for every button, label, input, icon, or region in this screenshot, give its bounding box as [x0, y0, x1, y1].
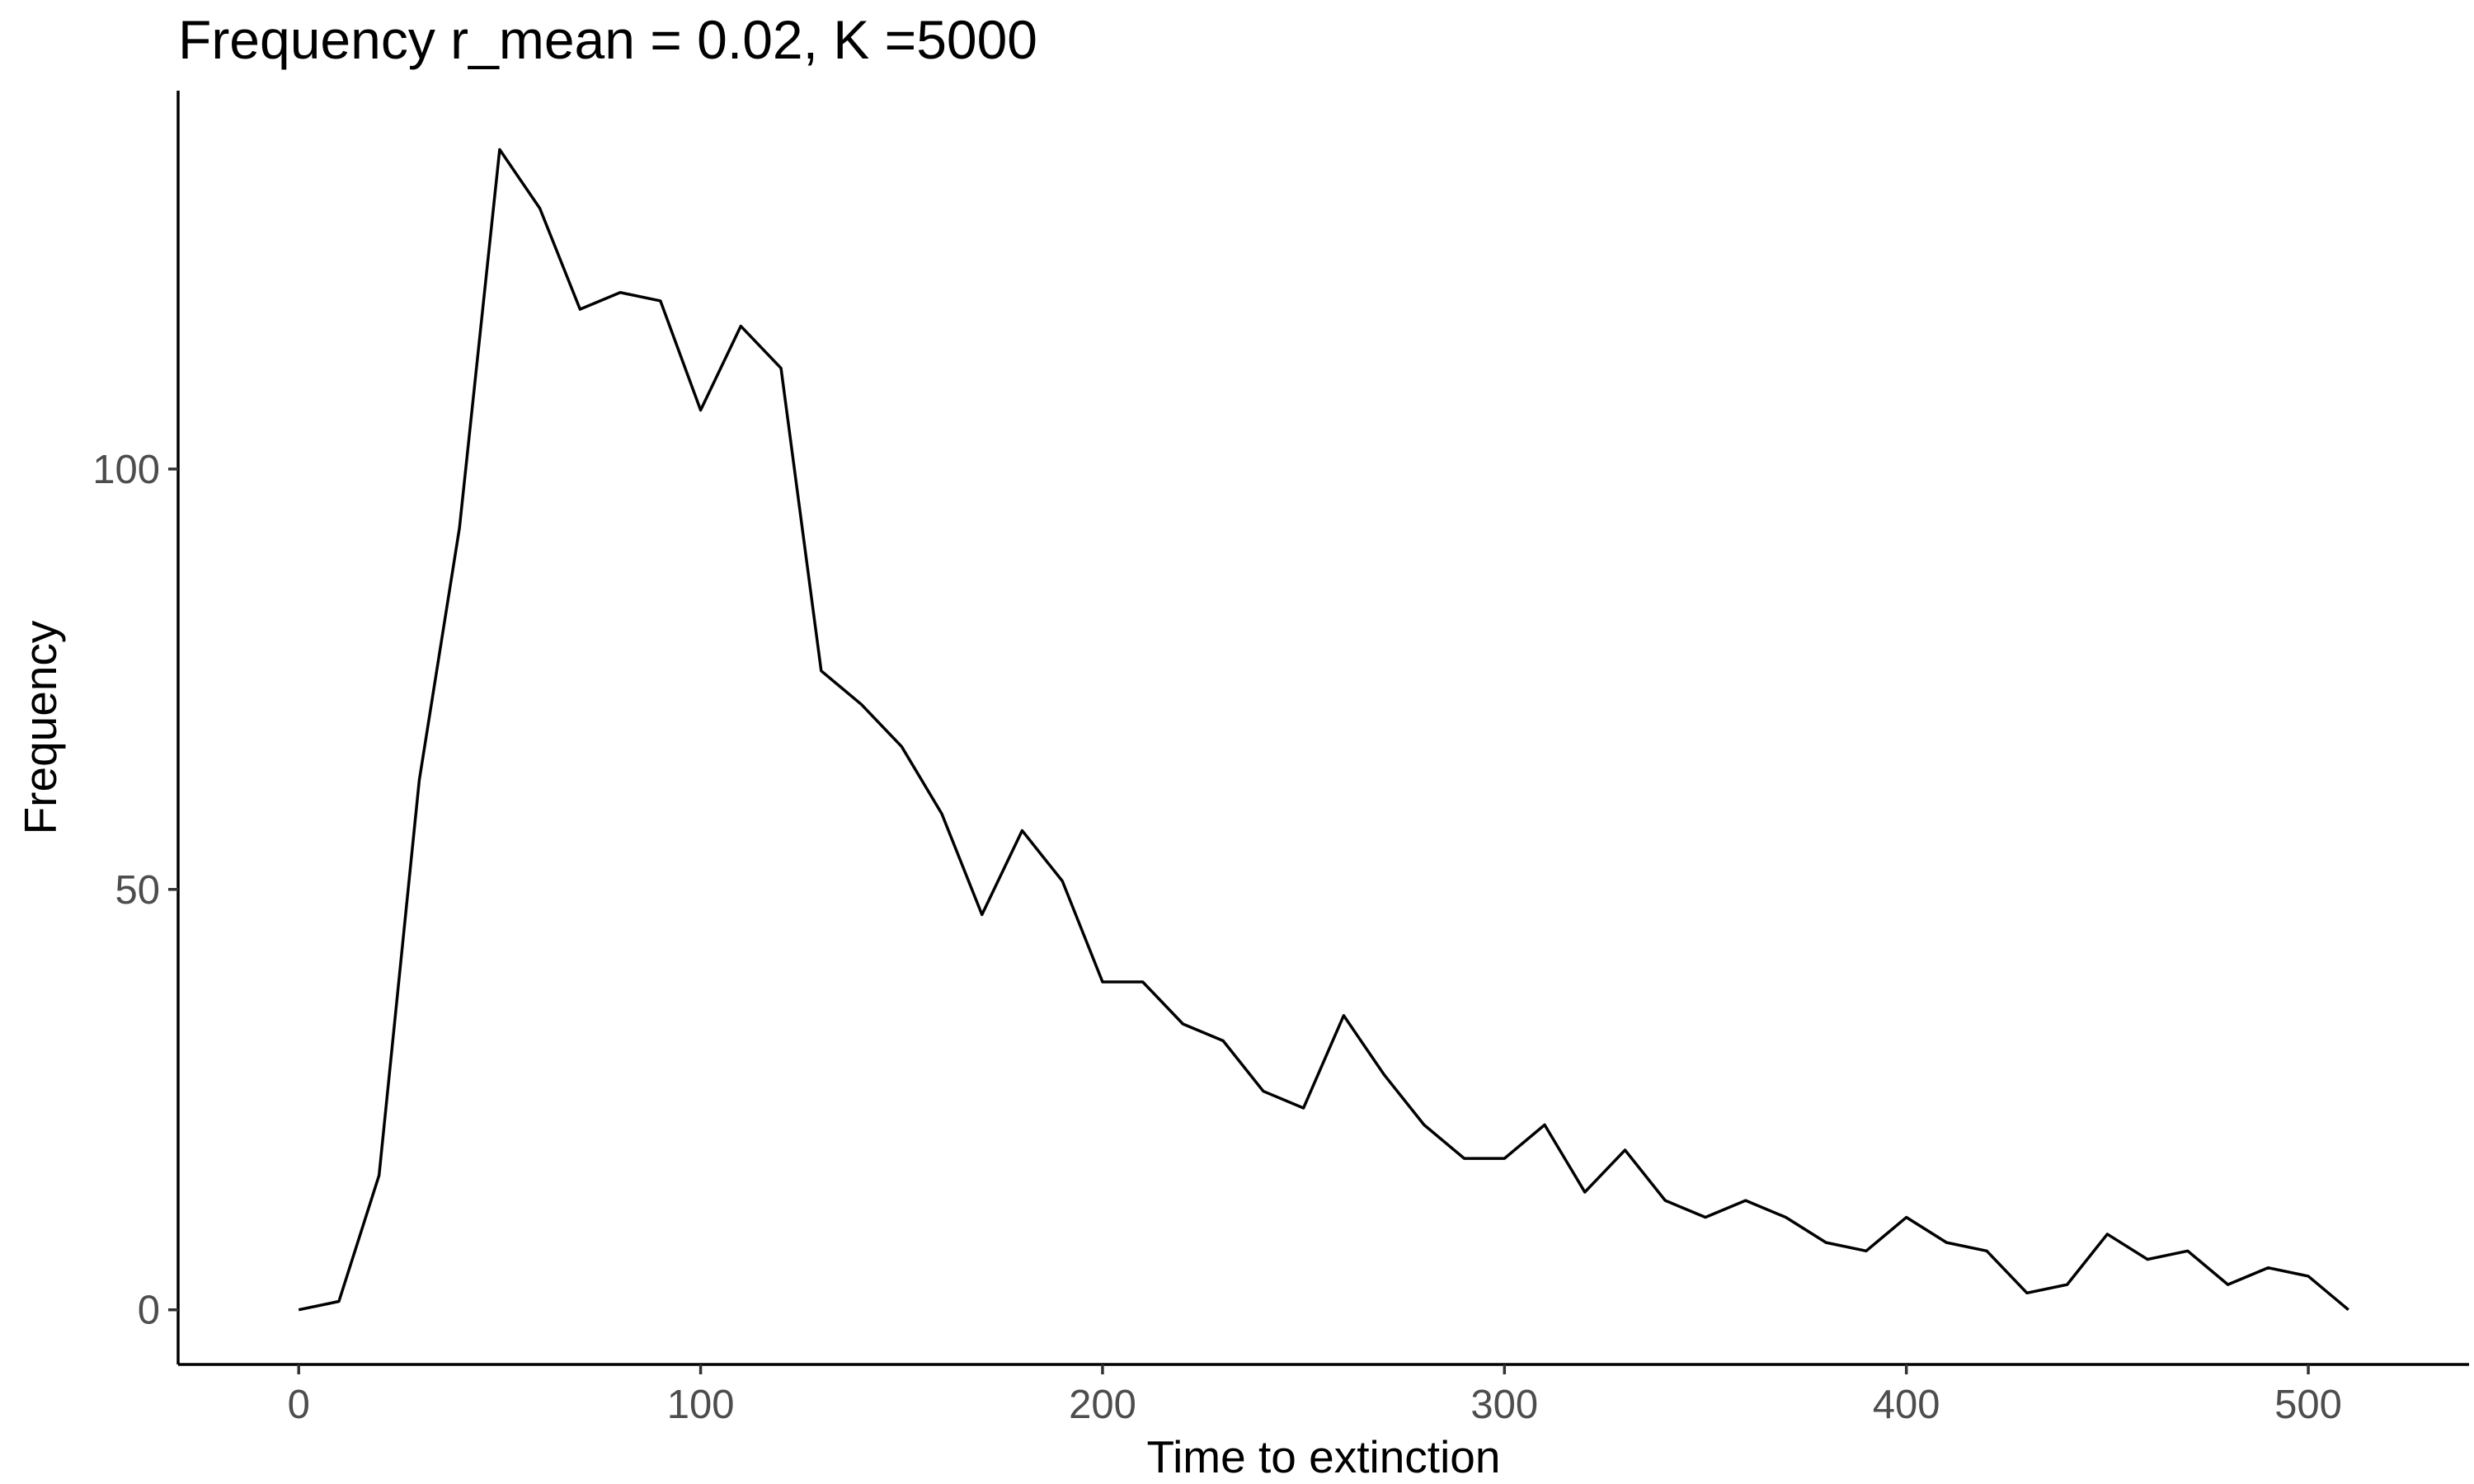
plot-area — [298, 148, 2349, 1312]
y-tick-label: 100 — [92, 448, 160, 492]
data-points — [297, 148, 2350, 1311]
x-tick-label: 300 — [1470, 1383, 1538, 1427]
x-tick-label: 200 — [1069, 1383, 1136, 1427]
x-axis-ticks: 0 100 200 300 400 500 — [288, 1364, 2342, 1427]
x-tick-label: 100 — [667, 1383, 735, 1427]
chart-title: Frequency r_mean = 0.02, K =5000 — [178, 9, 1037, 70]
y-axis-ticks: 0 50 100 — [92, 448, 178, 1333]
x-tick-label: 500 — [2274, 1383, 2342, 1427]
x-axis-title: Time to extinction — [1147, 1431, 1501, 1482]
x-tick-label: 400 — [1873, 1383, 1940, 1427]
y-tick-label: 0 — [138, 1289, 160, 1333]
y-tick-label: 50 — [115, 868, 160, 913]
y-axis-title: Frequency — [15, 620, 66, 834]
x-tick-label: 0 — [288, 1383, 310, 1427]
series-line — [298, 148, 2349, 1312]
